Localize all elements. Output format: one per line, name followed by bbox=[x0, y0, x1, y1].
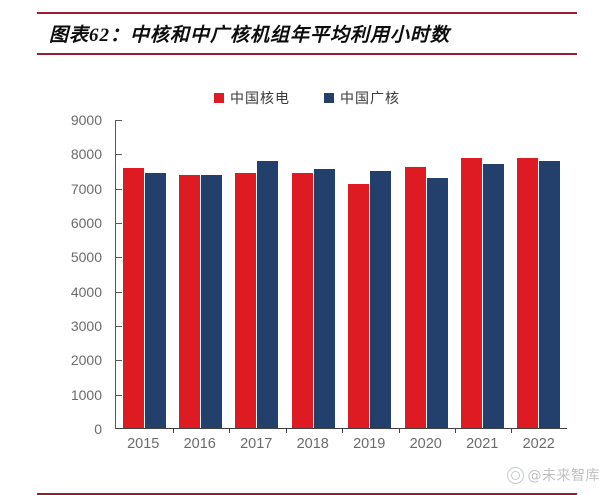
bar-2021-series-b[interactable] bbox=[482, 163, 504, 428]
bar-group bbox=[173, 120, 223, 433]
bar-series-container bbox=[116, 120, 567, 433]
plot-area bbox=[115, 120, 567, 433]
bar-group bbox=[122, 120, 166, 428]
bar-2020-series-a[interactable] bbox=[404, 167, 426, 428]
x-tick-label-2019: 2019 bbox=[353, 436, 386, 452]
y-tick-mark bbox=[116, 257, 122, 259]
y-tick-label: 9000 bbox=[70, 112, 102, 128]
y-tick-mark bbox=[116, 291, 122, 293]
x-tick-mark bbox=[511, 428, 513, 433]
y-tick-mark bbox=[116, 360, 122, 362]
bar-2021-series-a[interactable] bbox=[460, 157, 482, 428]
bar-2017-series-a[interactable] bbox=[235, 172, 257, 428]
bar-2017-series-b[interactable] bbox=[257, 160, 279, 428]
y-tick-mark bbox=[116, 326, 122, 327]
bar-group bbox=[229, 120, 279, 433]
chart-legend: 中国核电 中国广核 bbox=[0, 88, 614, 108]
x-tick-mark bbox=[342, 428, 344, 433]
bar-2019-series-a[interactable] bbox=[348, 183, 370, 428]
x-tick-label-2016: 2016 bbox=[183, 436, 216, 452]
legend-item-series-b: 中国广核 bbox=[324, 88, 400, 108]
bar-2018-series-a[interactable] bbox=[291, 173, 313, 428]
y-tick-label: 7000 bbox=[70, 180, 102, 197]
legend-label-series-b: 中国广核 bbox=[340, 91, 400, 107]
bar-2020-series-b[interactable] bbox=[426, 178, 448, 428]
bar-2016-series-a[interactable] bbox=[179, 175, 201, 428]
watermark-text: @未来智库 bbox=[527, 468, 600, 484]
y-tick-label: 8000 bbox=[70, 146, 102, 163]
x-tick-label-2018: 2018 bbox=[296, 436, 329, 452]
bar-2016-series-b[interactable] bbox=[201, 175, 223, 428]
x-axis-labels: 2015 2016 2017 2018 2019 2020 2021 2022 bbox=[115, 436, 567, 452]
watermark-logo-icon bbox=[506, 466, 524, 484]
footer-rule bbox=[37, 493, 577, 495]
y-axis-labels: 9000 8000 7000 6000 5000 4000 3000 2000 1000 0 bbox=[40, 112, 108, 437]
legend-swatch-series-b bbox=[324, 93, 334, 103]
legend-label-series-a: 中国核电 bbox=[230, 91, 290, 107]
bar-2015-series-b[interactable] bbox=[144, 172, 166, 428]
x-tick-label-2022: 2022 bbox=[522, 436, 555, 452]
y-tick-label: 5000 bbox=[70, 249, 102, 266]
x-tick-mark bbox=[454, 428, 456, 433]
bar-group bbox=[511, 120, 561, 433]
y-tick-label: 4000 bbox=[70, 283, 102, 300]
y-tick-mark bbox=[116, 120, 122, 121]
x-tick-label-2015: 2015 bbox=[127, 436, 160, 452]
bar-group bbox=[342, 120, 392, 433]
legend-item-series-a: 中国核电 bbox=[214, 88, 290, 108]
bar-group bbox=[398, 120, 448, 433]
bar-2022-series-b[interactable] bbox=[539, 160, 561, 428]
bar-2018-series-b[interactable] bbox=[313, 169, 335, 428]
x-tick-mark bbox=[173, 428, 175, 433]
x-tick-label-2021: 2021 bbox=[466, 436, 499, 452]
y-tick-label: 6000 bbox=[70, 215, 102, 231]
y-tick-mark bbox=[116, 154, 122, 156]
y-tick-mark bbox=[116, 394, 122, 396]
bar-2015-series-a[interactable] bbox=[122, 168, 144, 428]
y-tick-mark bbox=[116, 188, 122, 190]
legend-swatch-series-a bbox=[214, 93, 224, 103]
bar-group bbox=[454, 120, 504, 433]
page-title: 图表62：中核和中广核机组年平均利用小时数 bbox=[49, 25, 451, 46]
watermark: @未来智库 bbox=[506, 465, 601, 485]
title-rule-bottom bbox=[37, 53, 577, 55]
y-tick-label: 3000 bbox=[70, 318, 102, 334]
y-tick-label: 1000 bbox=[70, 386, 102, 403]
y-tick-label: 2000 bbox=[70, 352, 102, 369]
title-rule-top bbox=[37, 12, 577, 14]
x-tick-label-2017: 2017 bbox=[240, 436, 273, 452]
x-tick-mark bbox=[398, 428, 400, 433]
bar-2019-series-b[interactable] bbox=[370, 170, 392, 428]
title-block: 图表62：中核和中广核机组年平均利用小时数 bbox=[37, 12, 577, 55]
bar-group bbox=[285, 120, 335, 433]
y-tick-mark bbox=[116, 223, 122, 224]
y-tick-label: 0 bbox=[94, 421, 102, 437]
x-tick-label-2020: 2020 bbox=[409, 436, 442, 452]
x-tick-mark bbox=[229, 428, 231, 433]
x-tick-mark bbox=[285, 428, 287, 433]
bar-2022-series-a[interactable] bbox=[517, 157, 539, 428]
